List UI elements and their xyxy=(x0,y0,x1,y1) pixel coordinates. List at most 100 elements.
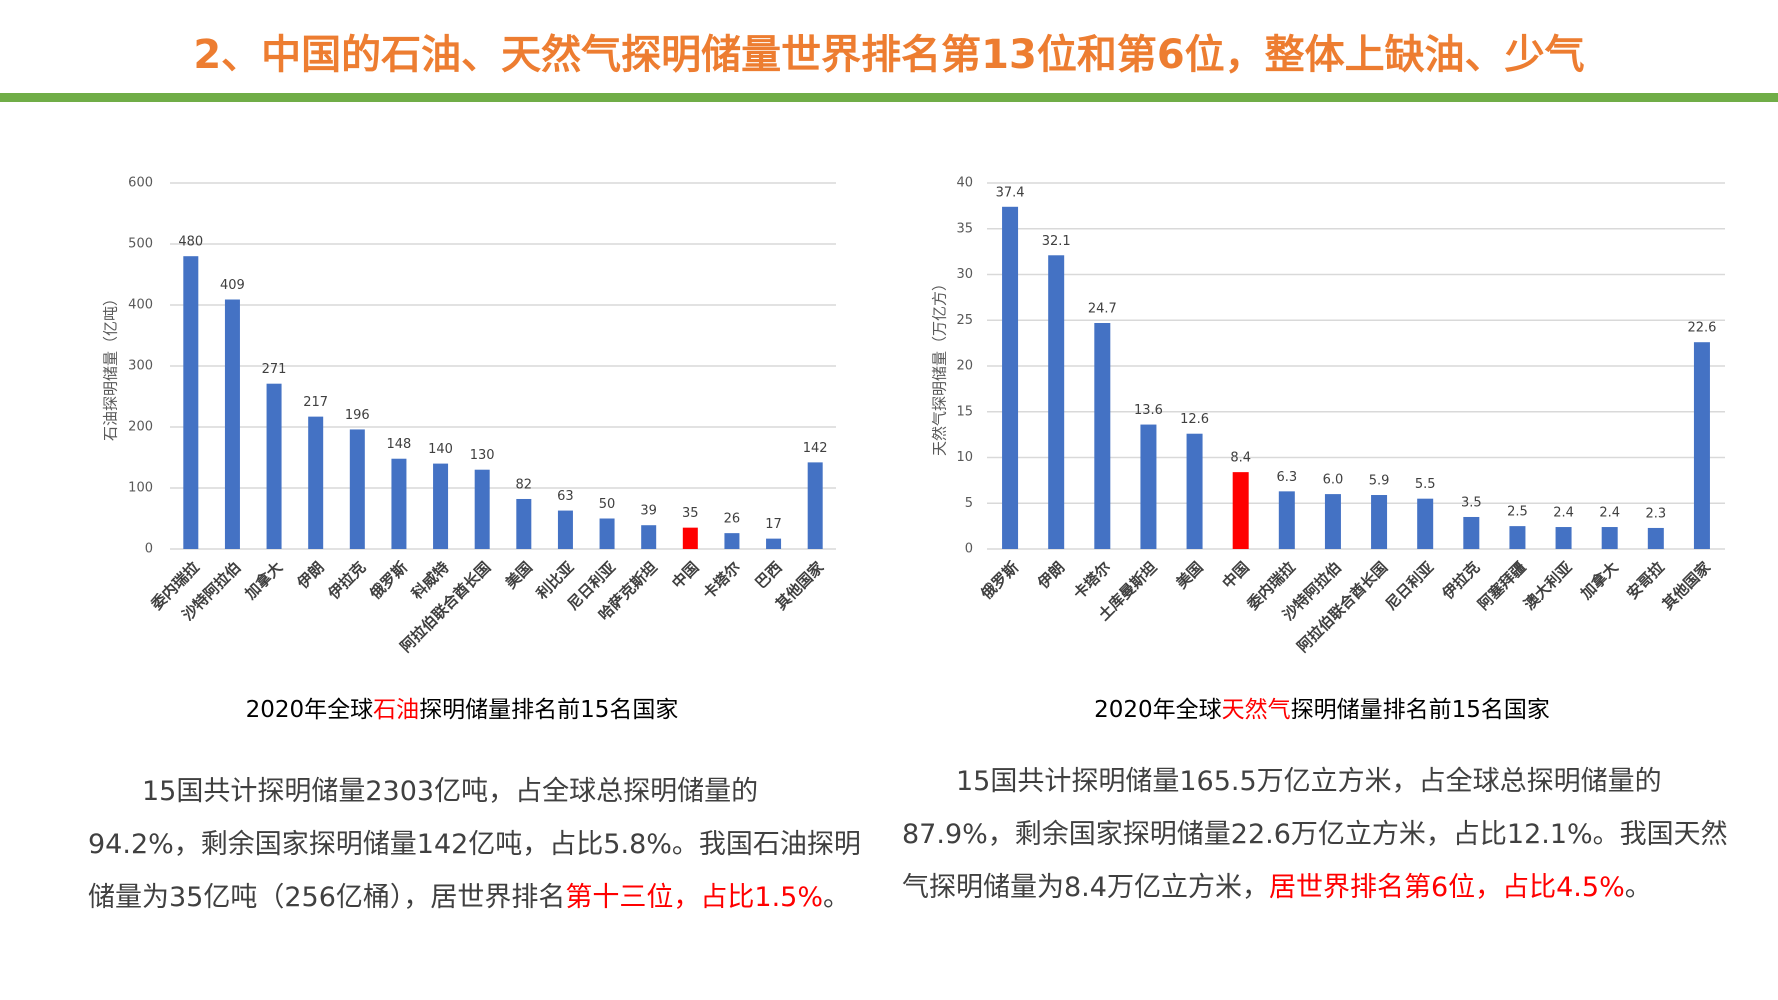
chart-title: 2020年全球天然气探明储量排名前15名国家 xyxy=(1094,697,1550,723)
y-tick-label: 35 xyxy=(956,221,973,236)
data-label: 409 xyxy=(220,278,245,293)
data-label: 6.0 xyxy=(1323,473,1344,488)
data-label: 82 xyxy=(516,477,533,492)
bar xyxy=(1048,255,1065,549)
bar xyxy=(1371,495,1388,549)
header-rule xyxy=(0,93,1778,102)
y-tick-label: 5 xyxy=(965,496,973,511)
x-tick-label: 澳大利亚 xyxy=(1520,558,1575,613)
y-tick-label: 25 xyxy=(956,313,973,328)
data-label: 480 xyxy=(178,235,203,250)
chart-title: 2020年全球石油探明储量排名前15名国家 xyxy=(246,697,679,723)
bar xyxy=(724,533,740,549)
data-label: 26 xyxy=(724,512,741,527)
bar xyxy=(557,510,573,549)
x-tick-label: 俄罗斯 xyxy=(977,558,1022,603)
bar xyxy=(1140,424,1157,549)
y-axis-label: 天然气探明储量（万亿方） xyxy=(931,276,949,456)
x-tick-label: 俄罗斯 xyxy=(366,558,411,603)
x-tick-label: 卡塔尔 xyxy=(1070,558,1115,603)
data-label: 6.3 xyxy=(1276,470,1297,485)
data-label: 35 xyxy=(682,506,699,521)
bar xyxy=(516,498,532,549)
y-tick-label: 0 xyxy=(145,542,153,557)
data-label: 24.7 xyxy=(1088,301,1117,316)
x-tick-label: 中国 xyxy=(668,558,702,592)
data-label: 39 xyxy=(640,504,657,519)
bar xyxy=(599,518,615,549)
y-tick-label: 20 xyxy=(956,359,973,374)
y-tick-label: 0 xyxy=(965,542,973,557)
y-tick-label: 15 xyxy=(956,404,973,419)
chart-title-part: 天然气 xyxy=(1222,697,1291,723)
y-tick-label: 200 xyxy=(128,420,153,435)
paragraph-text: 。 xyxy=(1624,872,1652,903)
bar xyxy=(391,458,407,549)
x-tick-label: 伊朗 xyxy=(293,558,328,593)
bar xyxy=(1647,527,1664,549)
data-label: 148 xyxy=(387,437,412,452)
bar xyxy=(1417,498,1434,549)
data-label: 2.3 xyxy=(1645,506,1666,521)
paragraph: 15国共计探明储量165.5万亿立方米，占全球总探明储量的87.9%，剩余国家探… xyxy=(902,755,1732,914)
bar xyxy=(1324,494,1341,549)
data-label: 271 xyxy=(262,362,287,377)
paragraph-text: 15国共计探明储量2303亿吨，占全球总探明储量的94.2%，剩余国家探明储量1… xyxy=(88,776,861,913)
paragraph-text: 居世界排名第6位，占比4.5% xyxy=(1268,872,1625,903)
x-tick-label: 中国 xyxy=(1219,558,1253,592)
data-label: 50 xyxy=(599,497,616,512)
bar xyxy=(641,525,657,549)
bar xyxy=(266,383,282,549)
bar xyxy=(1232,472,1249,549)
x-tick-label: 加拿大 xyxy=(241,558,286,603)
bar xyxy=(807,462,823,549)
y-axis-label: 石油探明储量（亿吨） xyxy=(102,291,120,441)
bar xyxy=(1509,526,1526,549)
bar xyxy=(1186,433,1203,549)
y-tick-label: 100 xyxy=(128,481,153,496)
data-label: 3.5 xyxy=(1461,495,1482,510)
y-tick-label: 10 xyxy=(956,450,973,465)
y-tick-label: 300 xyxy=(128,359,153,374)
bar xyxy=(349,429,365,549)
bar xyxy=(1002,206,1019,550)
bar xyxy=(1601,527,1618,549)
data-label: 5.5 xyxy=(1415,477,1436,492)
chart-title-part: 探明储量排名前15名国家 xyxy=(1291,697,1550,723)
bar xyxy=(308,416,324,549)
data-label: 142 xyxy=(803,441,828,456)
data-label: 2.4 xyxy=(1553,506,1574,521)
data-label: 217 xyxy=(303,395,328,410)
data-label: 196 xyxy=(345,408,370,423)
x-tick-label: 其他国家 xyxy=(1659,558,1714,613)
x-tick-label: 美国 xyxy=(1173,558,1207,592)
bar xyxy=(1463,516,1480,549)
data-label: 32.1 xyxy=(1042,234,1071,249)
y-tick-label: 600 xyxy=(128,176,153,191)
bar xyxy=(682,527,698,549)
bar xyxy=(224,299,240,549)
x-tick-label: 卡塔尔 xyxy=(699,558,744,603)
x-tick-label: 伊拉克 xyxy=(324,558,369,603)
paragraph-text: 。 xyxy=(823,882,850,913)
data-label: 5.9 xyxy=(1369,474,1390,489)
data-label: 2.5 xyxy=(1507,505,1528,520)
data-label: 140 xyxy=(428,442,453,457)
chart-title-part: 2020年全球 xyxy=(246,697,374,723)
data-label: 8.4 xyxy=(1230,451,1251,466)
paragraph-text: 第十三位，占比1.5% xyxy=(565,882,823,913)
y-tick-label: 40 xyxy=(956,176,973,191)
x-tick-label: 伊朗 xyxy=(1034,558,1069,593)
x-tick-label: 伊拉克 xyxy=(1438,558,1483,603)
data-label: 12.6 xyxy=(1180,412,1209,427)
x-tick-label: 安哥拉 xyxy=(1623,558,1668,603)
bar xyxy=(766,538,782,549)
data-label: 13.6 xyxy=(1134,403,1163,418)
chart-title-part: 2020年全球 xyxy=(1094,697,1222,723)
data-label: 37.4 xyxy=(996,185,1025,200)
chart-title-part: 探明储量排名前15名国家 xyxy=(419,697,678,723)
bar xyxy=(474,469,490,549)
bar xyxy=(1094,322,1111,549)
bar xyxy=(1693,342,1710,549)
